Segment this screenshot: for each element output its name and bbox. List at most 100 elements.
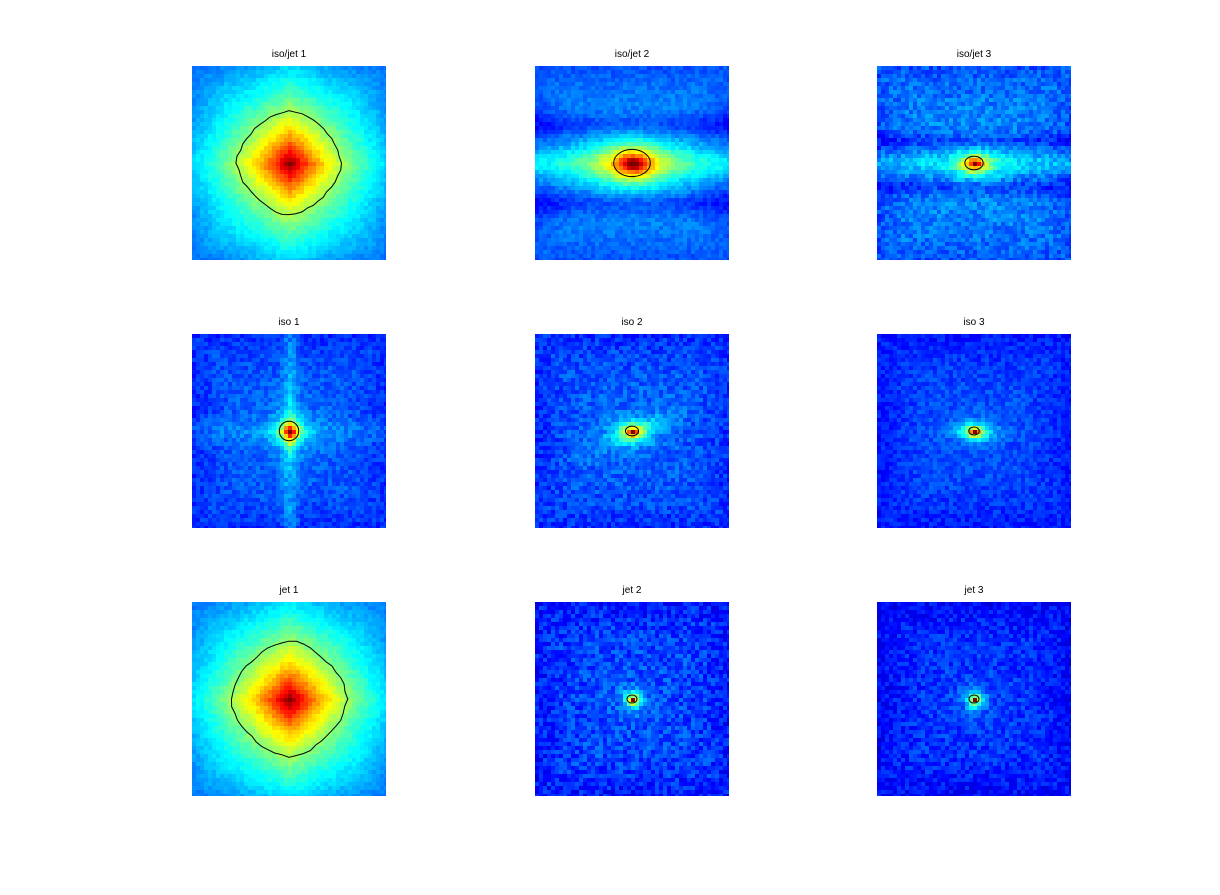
heatmap-cell (583, 174, 588, 179)
heatmap-cell (583, 98, 588, 103)
heatmap-cell (332, 74, 337, 79)
heatmap-cell (615, 98, 620, 103)
heatmap-cell (324, 118, 329, 123)
heatmap-cell (320, 90, 325, 95)
heatmap-cell (719, 178, 724, 183)
heatmap-cell (220, 90, 225, 95)
heatmap-cell (707, 238, 712, 243)
heatmap-cell (567, 94, 572, 99)
heatmap-cell (1053, 70, 1058, 75)
heatmap-cell (316, 90, 321, 95)
heatmap-cell (547, 166, 552, 171)
heatmap-cell (1021, 70, 1026, 75)
heatmap-cell (256, 206, 261, 211)
heatmap-cell (204, 106, 209, 111)
heatmap-cell (687, 222, 692, 227)
heatmap-cell (252, 194, 257, 199)
heatmap-cell (715, 114, 720, 119)
heatmap-cell (619, 194, 624, 199)
heatmap-cell (376, 126, 381, 131)
heatmap-cell (1013, 74, 1018, 79)
heatmap-cell (611, 126, 616, 131)
heatmap-cell (583, 202, 588, 207)
heatmap-cell (344, 182, 349, 187)
heatmap-cell (663, 106, 668, 111)
heatmap-cell (256, 162, 261, 167)
heatmap-cell (308, 94, 313, 99)
heatmap-cell (575, 82, 580, 87)
heatmap-cell (607, 186, 612, 191)
heatmap-cell (364, 130, 369, 135)
heatmap-cell (356, 142, 361, 147)
heatmap-cell (647, 218, 652, 223)
heatmap-cell (691, 246, 696, 251)
heatmap-cell (989, 74, 994, 79)
heatmap-cell (723, 214, 728, 219)
heatmap-cell (324, 186, 329, 191)
heatmap-cell (252, 170, 257, 175)
heatmap-cell (216, 102, 221, 107)
heatmap-cell (603, 154, 608, 159)
heatmap-cell (583, 94, 588, 99)
heatmap-cell (715, 234, 720, 239)
heatmap-cell (236, 74, 241, 79)
heatmap-cell (663, 246, 668, 251)
heatmap-cell (352, 198, 357, 203)
heatmap-cell (276, 250, 281, 255)
heatmap-cell (563, 94, 568, 99)
heatmap-cell (288, 78, 293, 83)
heatmap-cells (535, 66, 729, 260)
heatmap-cell (559, 186, 564, 191)
heatmap-cell (703, 238, 708, 243)
heatmap-cell (595, 106, 600, 111)
heatmap-cell (659, 198, 664, 203)
heatmap-cell (595, 254, 600, 259)
heatmap-cell (691, 222, 696, 227)
heatmap-cell (583, 222, 588, 227)
heatmap-cell (208, 166, 213, 171)
heatmap-cell (252, 174, 257, 179)
heatmap-cell (312, 166, 317, 171)
heatmap-cell (707, 210, 712, 215)
heatmap-cell (228, 70, 233, 75)
heatmap-cell (687, 190, 692, 195)
heatmap-cell (344, 222, 349, 227)
heatmap-cell (364, 110, 369, 115)
heatmap-cell (244, 254, 249, 259)
heatmap-cell (224, 82, 229, 87)
heatmap-cell (340, 86, 345, 91)
heatmap-cell (300, 146, 305, 151)
heatmap-cell (715, 218, 720, 223)
heatmap-cell (687, 114, 692, 119)
heatmap-cell (611, 202, 616, 207)
heatmap-cell (547, 66, 552, 71)
heatmap-cell (220, 106, 225, 111)
heatmap-cell (691, 78, 696, 83)
heatmap-cell (212, 154, 217, 159)
heatmap-cell (204, 174, 209, 179)
heatmap-cell (595, 162, 600, 167)
heatmap-cell (232, 118, 237, 123)
heatmap-cell (599, 94, 604, 99)
heatmap-cell (248, 206, 253, 211)
heatmap-cell (723, 98, 728, 103)
heatmap-cell (288, 94, 293, 99)
heatmap-cell (192, 190, 197, 195)
heatmap-cell (332, 174, 337, 179)
heatmap-cell (671, 190, 676, 195)
heatmap-cell (312, 254, 317, 259)
heatmap-cell (260, 190, 265, 195)
heatmap-cell (380, 122, 385, 127)
heatmap-cell (340, 182, 345, 187)
heatmap-cell (212, 106, 217, 111)
heatmap-cell (204, 226, 209, 231)
heatmap-cell (356, 190, 361, 195)
heatmap-cell (667, 194, 672, 199)
heatmap-cell (723, 134, 728, 139)
heatmap-cell (312, 82, 317, 87)
heatmap-cell (236, 90, 241, 95)
heatmap-cell (619, 118, 624, 123)
heatmap-cell (623, 118, 628, 123)
heatmap-cell (571, 246, 576, 251)
heatmap-cell (571, 106, 576, 111)
